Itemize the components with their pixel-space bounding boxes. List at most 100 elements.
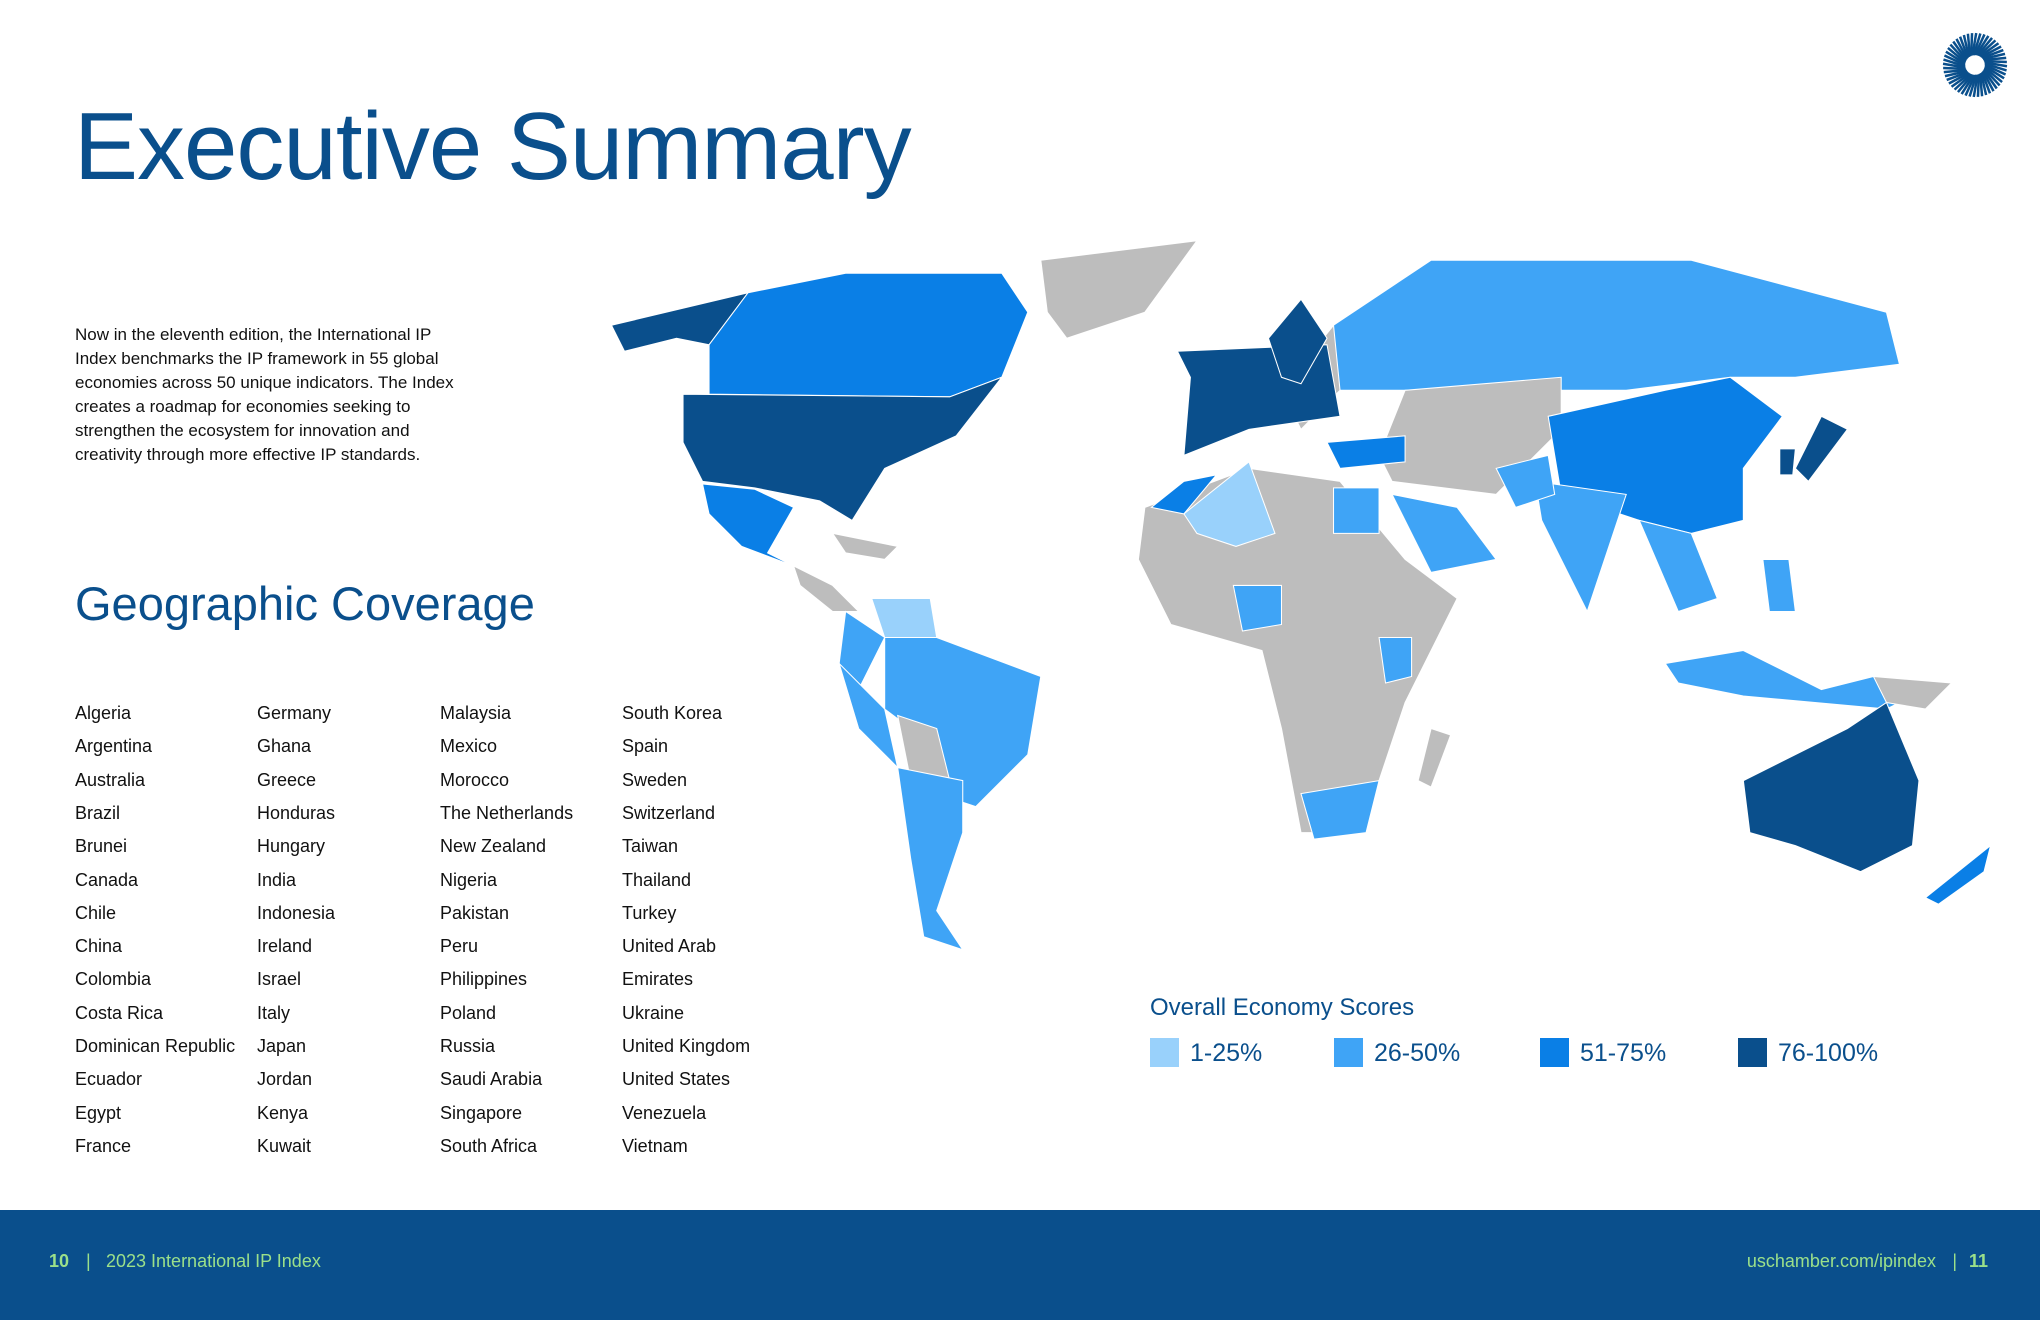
- separator: |: [86, 1251, 91, 1271]
- country-name: Turkey: [622, 902, 677, 923]
- legend-swatch: [1540, 1038, 1569, 1067]
- country-name: South Africa: [440, 1135, 538, 1156]
- logo-ray: [1953, 73, 1973, 91]
- logo-ray: [1956, 73, 1974, 93]
- logo-ray: [1981, 70, 1995, 92]
- region: [1924, 844, 1992, 905]
- country-name: Ukraine: [622, 1002, 685, 1023]
- logo-ray: [1984, 62, 2007, 72]
- footer-link[interactable]: uschamber.com/ipindex: [1746, 1251, 1936, 1271]
- region: [1794, 415, 1849, 483]
- country-name: Egypt: [75, 1102, 122, 1123]
- section-title: Geographic Coverage: [75, 577, 535, 630]
- legend-label: 51-75%: [1580, 1039, 1667, 1067]
- country-name: China: [75, 936, 123, 957]
- logo-ray: [1972, 33, 1982, 56]
- legend-label: 26-50%: [1374, 1039, 1461, 1067]
- footer-text: 2023 International IP Index: [106, 1251, 321, 1271]
- intro-text: Now in the eleventh edition, the Interna…: [75, 325, 454, 464]
- legend-title: Overall Economy Scores: [1150, 994, 1415, 1021]
- logo-ray: [1982, 69, 1998, 90]
- country-name: Colombia: [75, 969, 152, 990]
- country-name: Algeria: [75, 703, 132, 723]
- country-name: Peru: [440, 936, 479, 957]
- logo-ray: [1983, 67, 2001, 87]
- country-name: Germany: [257, 703, 332, 723]
- country-name: Spain: [622, 736, 669, 757]
- logo-ray: [1952, 40, 1968, 61]
- country-name: Ireland: [257, 936, 313, 957]
- logo-ray: [1980, 71, 1992, 94]
- logo-ray: [1969, 33, 1974, 56]
- region: [682, 376, 1004, 522]
- logo-ray: [1978, 73, 1984, 97]
- country-name: Pakistan: [440, 902, 510, 923]
- country-name: Malaysia: [440, 703, 512, 723]
- country-name: Chile: [75, 902, 117, 923]
- region: [708, 272, 1029, 398]
- logo-ray: [1960, 74, 1975, 95]
- logo-ray: [1982, 52, 2006, 61]
- country-name: Venezuela: [622, 1102, 707, 1123]
- logo-ray: [1955, 38, 1969, 60]
- country-name: United Kingdom: [622, 1036, 751, 1056]
- country-name: Honduras: [257, 802, 336, 823]
- region: [1176, 344, 1341, 457]
- country-name: Japan: [257, 1036, 307, 1056]
- region: [1638, 519, 1719, 613]
- logo-ray: [1942, 62, 1966, 69]
- country-name: Canada: [75, 869, 139, 890]
- legend-label: 76-100%: [1778, 1039, 1879, 1067]
- logo-ray: [1984, 65, 2005, 80]
- country-name: Vietnam: [622, 1135, 688, 1156]
- country-name: Morocco: [440, 769, 510, 790]
- country-name: Greece: [257, 769, 317, 790]
- country-name: Ecuador: [75, 1069, 143, 1090]
- logo-ray: [1968, 74, 1978, 97]
- country-name: Sweden: [622, 769, 688, 790]
- logo-ray: [1983, 66, 2003, 84]
- legend-label: 1-25%: [1190, 1039, 1263, 1067]
- footer-bar: [0, 1210, 2040, 1320]
- logo-ray: [1981, 48, 2004, 60]
- logo-ray: [1947, 46, 1967, 64]
- region: [701, 483, 795, 567]
- country-name: Singapore: [440, 1102, 523, 1123]
- country-name: Brunei: [75, 836, 128, 857]
- region: [1762, 558, 1796, 612]
- region: [1232, 584, 1283, 632]
- country-name: Brazil: [75, 802, 121, 823]
- country-name: Saudi Arabia: [440, 1069, 543, 1090]
- country-name: Nigeria: [440, 869, 498, 890]
- country-name: Emirates: [622, 969, 694, 990]
- region: [897, 766, 965, 951]
- region: [792, 564, 860, 612]
- region: [1300, 779, 1380, 840]
- country-name: Russia: [440, 1036, 496, 1056]
- region: [870, 597, 938, 639]
- region: [1150, 474, 1218, 515]
- region: [1872, 675, 1953, 710]
- country-name: United States: [622, 1069, 731, 1090]
- page-number: 11: [1968, 1251, 1988, 1271]
- country-name: Indonesia: [257, 902, 336, 923]
- logo-ray: [1984, 59, 2007, 64]
- country-name: Hungary: [257, 836, 326, 857]
- logo-ray: [1943, 58, 1966, 68]
- country-name: Switzerland: [622, 802, 716, 823]
- logo-ray: [1943, 68, 1967, 74]
- logo-ray: [1966, 33, 1972, 57]
- logo-ray: [1979, 42, 2000, 58]
- country-name: Israel: [257, 969, 302, 990]
- logo-ray: [1946, 70, 1969, 82]
- logo-ray: [1983, 56, 2007, 62]
- legend-swatch: [1334, 1038, 1363, 1067]
- logo-ray: [1980, 45, 2002, 59]
- logo-ray: [1973, 33, 1986, 56]
- logo-ray: [1945, 50, 1966, 65]
- country-name: Costa Rica: [75, 1002, 164, 1023]
- legend-swatch: [1150, 1038, 1179, 1067]
- region: [1378, 636, 1413, 684]
- logo: [1942, 32, 2008, 98]
- logo-ray: [1977, 39, 1997, 57]
